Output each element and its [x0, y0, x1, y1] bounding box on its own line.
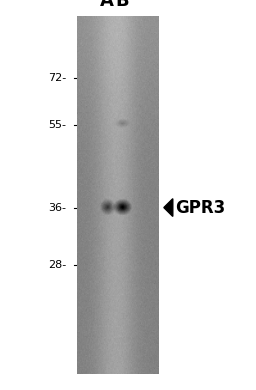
Text: 72-: 72- [48, 73, 67, 83]
Text: B: B [115, 0, 129, 10]
Text: GPR3: GPR3 [175, 199, 226, 216]
Text: © ProSci Inc.: © ProSci Inc. [90, 255, 145, 292]
Text: A: A [100, 0, 114, 10]
Polygon shape [164, 199, 173, 216]
Text: 36-: 36- [49, 202, 67, 213]
Text: 55-: 55- [49, 120, 67, 130]
Text: 28-: 28- [48, 260, 67, 270]
